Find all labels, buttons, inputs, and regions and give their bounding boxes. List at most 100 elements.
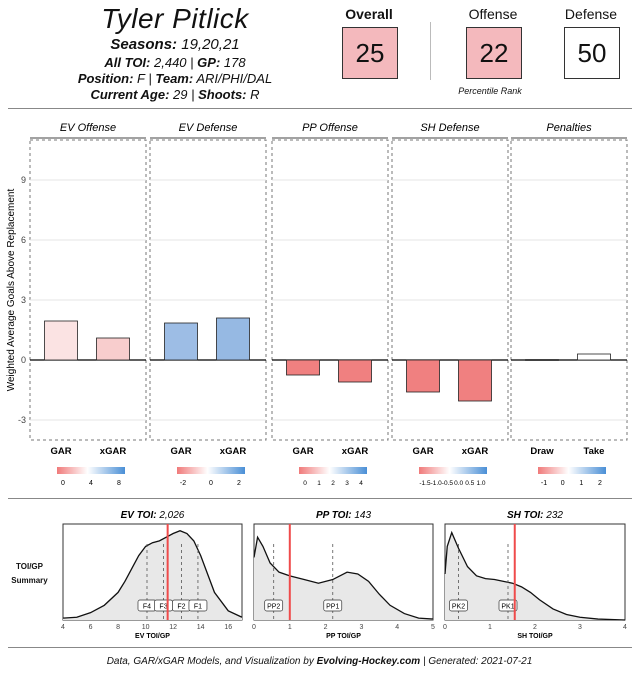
toi-x-tick-label: 2	[324, 624, 328, 631]
density-area	[63, 530, 242, 620]
toi-x-tick-label: 3	[359, 624, 363, 631]
marker-box	[264, 599, 284, 612]
legend-tick-label: 1.0	[476, 480, 485, 487]
toi-x-tick-label: 4	[395, 624, 399, 631]
x-tick-label: xGAR	[342, 446, 369, 457]
toi-x-tick-label: 16	[224, 624, 232, 631]
toi-x-tick-label: 14	[197, 624, 205, 631]
legend-tick-label: 3	[345, 480, 349, 487]
legend-tick-label: 0	[561, 480, 565, 487]
position-line: Position: F | Team: ARI/PHI/DAL	[77, 71, 273, 86]
overall-percentile-box: 25	[342, 27, 398, 79]
chart-divider	[8, 498, 632, 499]
legend-tick-label: -2	[180, 480, 186, 487]
marker-label: F2	[177, 604, 185, 611]
panel-frame	[149, 139, 267, 441]
toi-x-tick-label: 3	[578, 624, 582, 631]
legend-tick-label: 0.5	[465, 480, 474, 487]
bar-xgar	[338, 359, 372, 383]
x-tick-label: GAR	[50, 446, 71, 457]
panel-frame	[510, 139, 628, 441]
marker-box	[188, 599, 208, 612]
toi-summary-label-2: Summary	[11, 576, 48, 585]
bar-xgar	[96, 337, 130, 361]
y-tick-label: 6	[21, 235, 26, 245]
marker-label: F1	[194, 604, 202, 611]
marker-label: F4	[143, 604, 151, 611]
toi-x-axis-label: PP TOI/GP	[326, 633, 361, 640]
position-label: Position:	[77, 71, 134, 86]
toi-panel-2: SH TOI: 232 PK2 PK1 0 1 2 3 4 SH TOI/GP	[443, 510, 627, 640]
toi-value: 2,440	[154, 55, 187, 70]
toi-title-label: SH TOI:	[507, 510, 543, 521]
y-tick-label: 9	[21, 175, 26, 185]
y-tick-label: 3	[21, 295, 26, 305]
panel-frame	[391, 139, 509, 441]
seasons-line: Seasons: 19,20,21	[40, 36, 310, 53]
bar-xgar	[458, 359, 492, 402]
age-value: 29	[173, 87, 188, 102]
legend-tick-label: 2	[237, 480, 241, 487]
toi-x-tick-label: 12	[169, 624, 177, 631]
legend-colorbar	[177, 467, 245, 474]
shoots-label: Shoots:	[198, 87, 247, 102]
legend-tick-label: 0.0	[454, 480, 463, 487]
toi-title-label: PP TOI:	[316, 510, 352, 521]
footer-divider	[8, 647, 632, 648]
legend-tick-label: 1	[317, 480, 321, 487]
x-tick-label: xGAR	[220, 446, 247, 457]
bar-gar	[44, 320, 78, 361]
defense-percentile-box: 50	[564, 27, 620, 79]
toi-x-axis-label: EV TOI/GP	[135, 633, 170, 640]
toi-x-tick-label: 2	[533, 624, 537, 631]
footer: Data, GAR/xGAR Models, and Visualization…	[0, 656, 639, 667]
y-tick-label: -3	[18, 415, 26, 425]
marker-label: PK2	[452, 604, 465, 611]
seasons-value: 19,20,21	[181, 36, 240, 53]
footer-text-2: | Generated:	[420, 656, 482, 667]
bar-xgar	[216, 317, 250, 361]
header-divider	[8, 108, 632, 109]
gar-panel-4: Penalties Draw Take -1 0 1 2	[510, 122, 628, 487]
toi-line: All TOI: 2,440 | GP: 178	[104, 55, 246, 70]
seasons-label: Seasons:	[110, 36, 178, 53]
density-area	[254, 537, 433, 620]
legend-tick-label: 2	[598, 480, 602, 487]
x-tick-label: GAR	[412, 446, 433, 457]
x-tick-label: xGAR	[462, 446, 489, 457]
legend-tick-label: 0	[61, 480, 65, 487]
panel-title: EV Defense	[179, 122, 238, 134]
density-line	[62, 530, 243, 619]
toi-x-tick-label: 0	[443, 624, 447, 631]
x-tick-label: Take	[584, 446, 605, 457]
percentile-caption: Percentile Rank	[458, 86, 522, 96]
toi-label: All TOI:	[104, 55, 151, 70]
legend-tick-label: -1.0	[431, 480, 443, 487]
panel-title: EV Offense	[60, 122, 116, 134]
team-label: Team:	[155, 71, 194, 86]
toi-summary-label-1: TOI/GP	[16, 562, 43, 571]
toi-title-value: 143	[352, 510, 372, 521]
toi-x-tick-label: 4	[61, 624, 65, 631]
panel-frame	[271, 139, 389, 441]
legend-tick-label: 4	[89, 480, 93, 487]
position-value: F	[137, 71, 145, 86]
toi-x-tick-label: 4	[623, 624, 627, 631]
legend-tick-label: -1.5	[419, 480, 431, 487]
offense-label: Offense	[468, 6, 518, 22]
percentile-divider	[430, 22, 431, 80]
bar-gar	[286, 359, 320, 376]
gar-panel-0: EV Offense GAR xGAR 0 4 8	[29, 122, 147, 487]
x-tick-label: GAR	[292, 446, 313, 457]
legend-tick-label: 0	[303, 480, 307, 487]
marker-label: F3	[159, 604, 167, 611]
legend-tick-label: 4	[359, 480, 363, 487]
gp-label: GP:	[197, 55, 221, 70]
density-area	[445, 532, 625, 620]
gp-value: 178	[223, 55, 246, 70]
toi-panel-0: EV TOI: 2,026 F4 F3 F2 F1 4 6 8 10 12 14 16 EV TOI/G…	[61, 510, 243, 640]
legend-colorbar	[57, 467, 125, 474]
toi-x-tick-label: 8	[116, 624, 120, 631]
offense-percentile-box: 22	[466, 27, 522, 79]
player-name: Tyler Pitlick	[101, 3, 249, 34]
